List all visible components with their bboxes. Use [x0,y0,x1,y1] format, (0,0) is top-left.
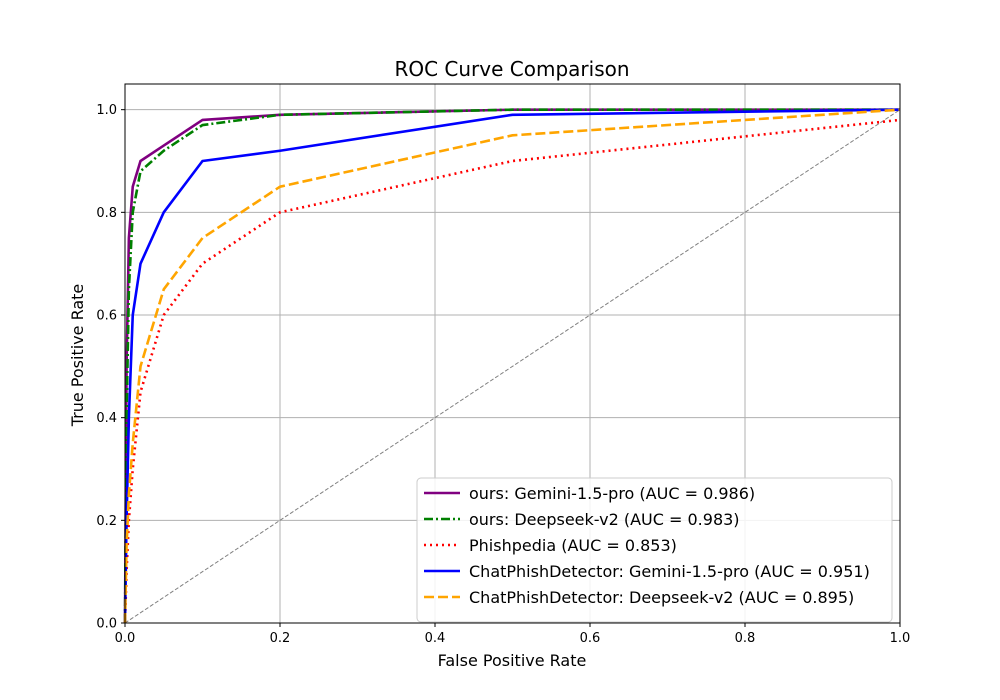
y-axis-label: True Positive Rate [68,284,87,428]
legend-entry-1: ours: Gemini-1.5-pro (AUC = 0.986) [469,484,755,503]
series-line-4 [123,108,901,624]
x-tick-label: 0.4 [425,631,446,646]
x-tick-label: 1.0 [890,631,911,646]
x-tick-label: 0.8 [735,631,756,646]
grid [124,84,901,624]
y-tick-label: 0.2 [96,514,117,529]
diagonal-line [124,109,901,624]
legend-box [416,477,893,623]
x-tick-label: 0.6 [580,631,601,646]
y-tick-label: 0.8 [96,206,117,221]
series-line-1 [123,108,900,624]
legend: ours: Gemini-1.5-pro (AUC = 0.986) ours: … [416,477,893,623]
x-axis-label: False Positive Rate [438,651,587,670]
series-line-3 [123,118,901,624]
legend-entry-5: ChatPhishDetector: Deepseek-v2 (AUC = 0.… [469,588,854,607]
x-tick-label: 0.2 [270,631,291,646]
diagonal-reference [124,109,901,624]
axis-ticks: 0.0 0.2 0.4 0.6 0.8 1.0 0.0 0.2 0.4 0.6 0.8 1.0 [96,103,910,646]
series-line-5 [123,108,901,624]
legend-entry-4: ChatPhishDetector: Gemini-1.5-pro (AUC =… [469,562,870,581]
x-tick-label: 0.0 [115,631,136,646]
y-tick-label: 0.6 [96,309,117,324]
y-tick-label: 0.0 [96,617,117,632]
legend-entry-3: Phishpedia (AUC = 0.853) [469,536,677,555]
series-lines [123,108,901,624]
y-tick-label: 1.0 [96,103,117,118]
y-tick-label: 0.4 [96,411,117,426]
plot-area-frame [124,83,901,624]
legend-entry-2: ours: Deepseek-v2 (AUC = 0.983) [469,510,740,529]
chart-title: ROC Curve Comparison [394,57,629,81]
